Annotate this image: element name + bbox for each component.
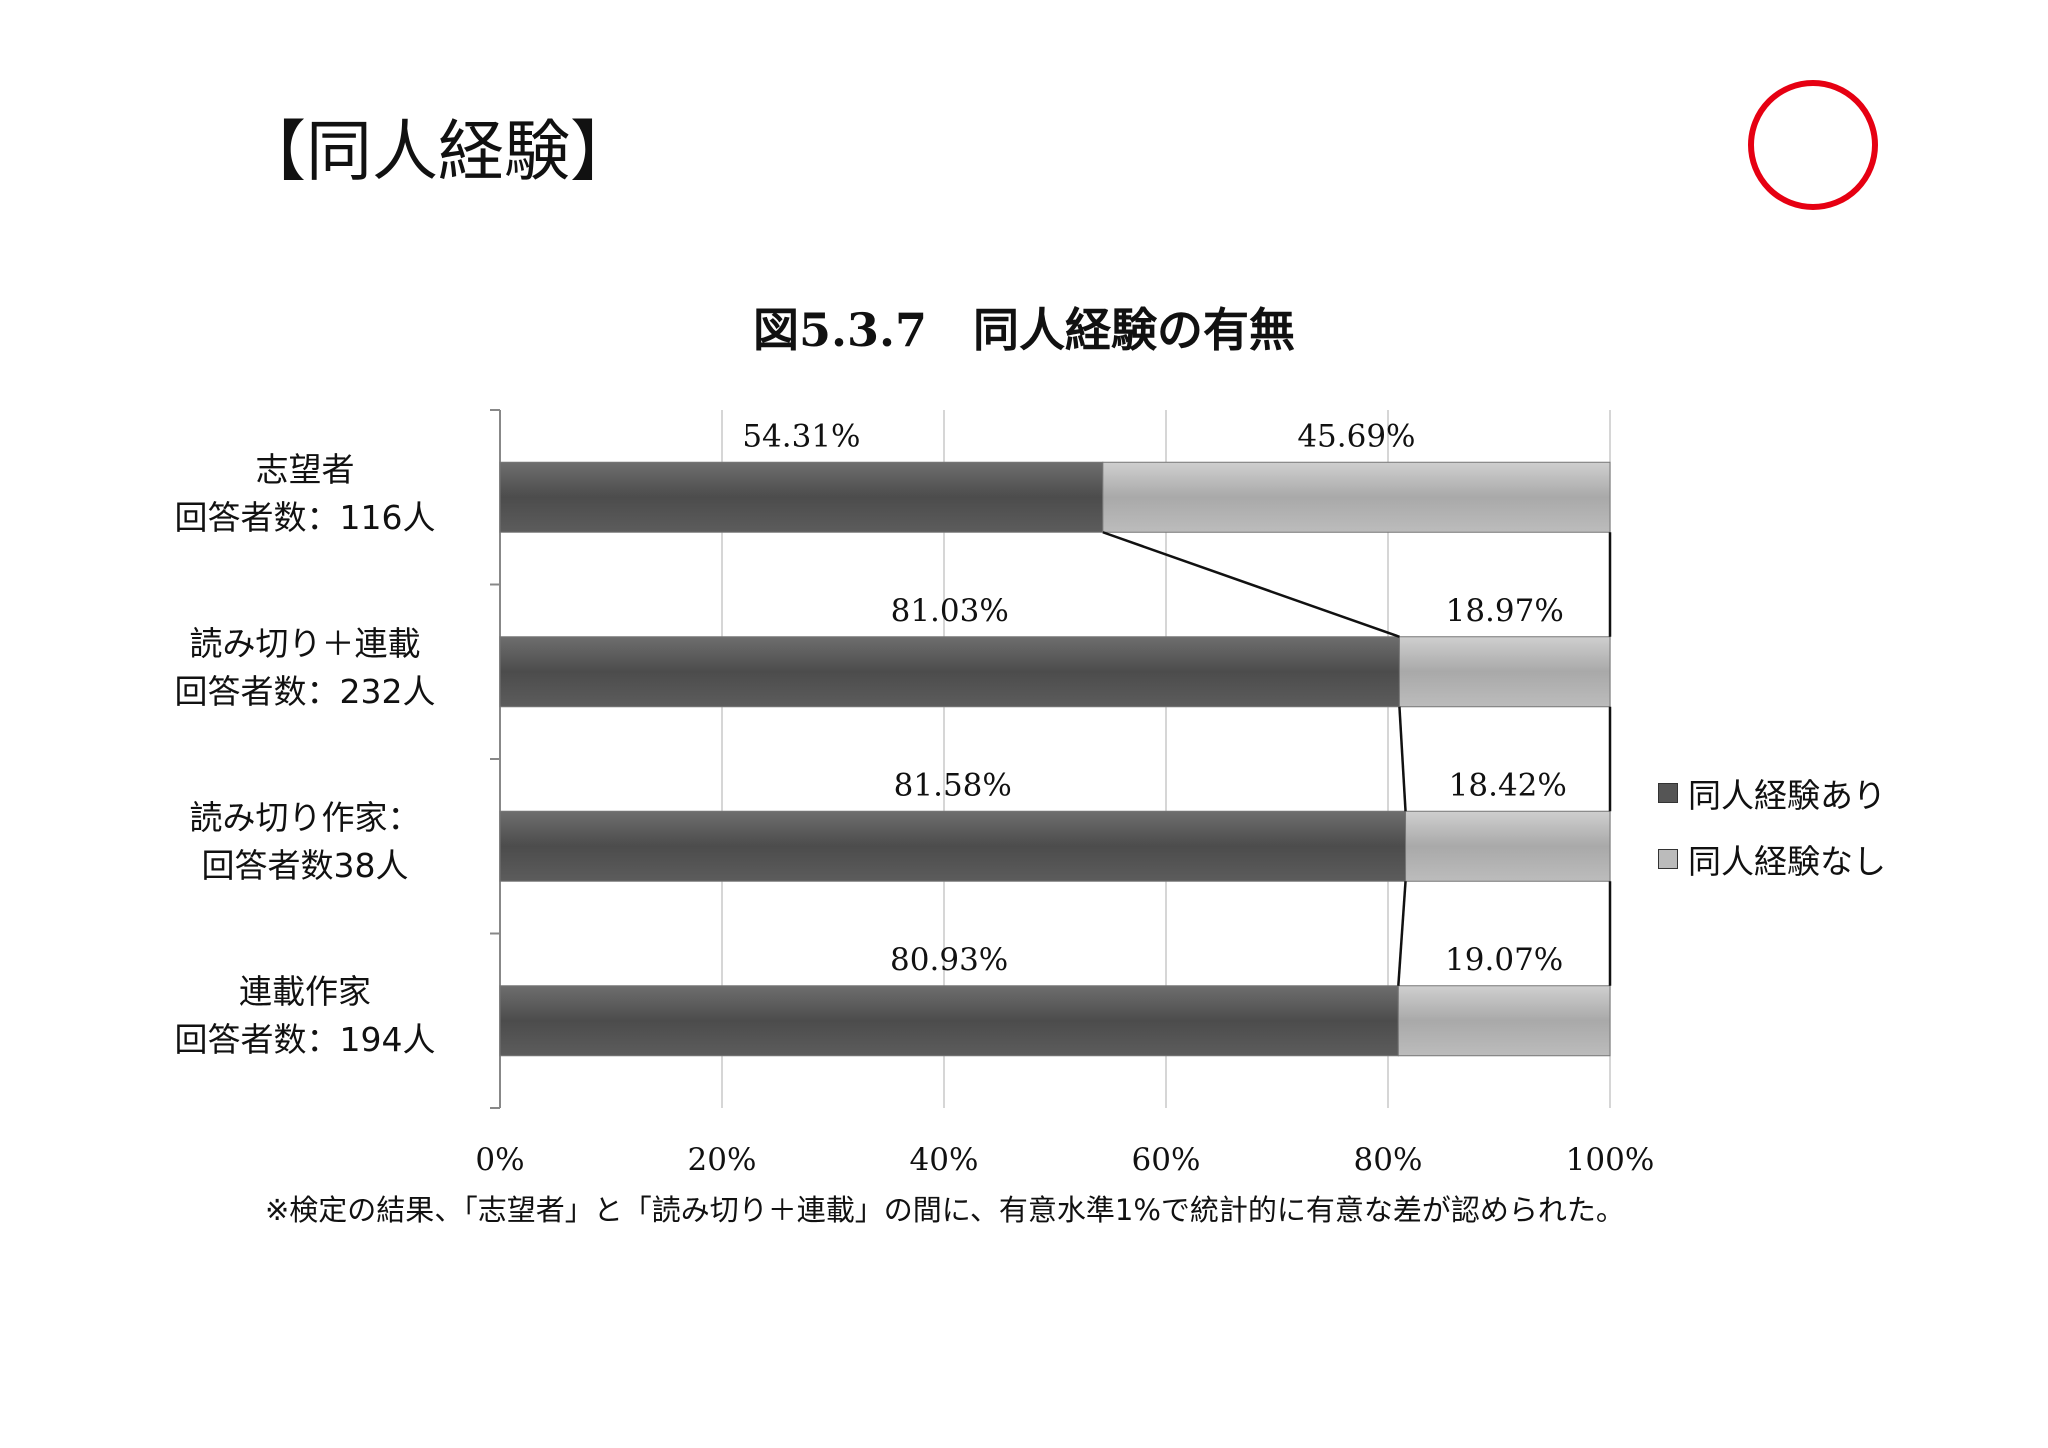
category-count: 回答者数：232人 [174,672,436,711]
bar-segment-yes [499,810,1407,882]
data-label: 81.58% [894,767,1012,803]
chart-title: 図5.3.7 同人経験の有無 [752,303,1296,357]
data-label: 19.07% [1445,942,1563,978]
bar-segment-yes [499,461,1104,533]
bar-segment-no [1398,636,1611,708]
x-tick-label: 20% [688,1142,757,1178]
category-label: 読み切り＋連載 回答者数：232人 [135,620,475,716]
x-tick-label: 80% [1354,1142,1423,1178]
bar-segment-no [1102,461,1611,533]
data-label: 45.69% [1297,418,1415,454]
category-count: 回答者数：116人 [174,498,436,537]
data-label: 18.42% [1449,767,1567,803]
legend-item-yes: 同人経験あり [1658,760,1886,826]
legend-label: 同人経験なし [1688,842,1886,881]
legend-swatch-no [1658,849,1678,869]
data-label: 18.97% [1446,593,1564,629]
legend-swatch-yes [1658,783,1678,803]
series-line [1102,531,1400,638]
category-count: 回答者数：194人 [174,1020,436,1059]
data-label: 81.03% [891,593,1009,629]
bars [499,461,1611,1057]
data-labels: 54.31% 45.69% 81.03% 18.97% 81.58% 18.42% 80.9… [742,418,1567,978]
category-name: 読み切り作家： [189,798,421,837]
bar-segment-yes [499,985,1399,1057]
legend-item-no: 同人経験なし [1658,826,1886,892]
data-label: 80.93% [890,942,1008,978]
x-tick-labels: 0% 20% 40% 60% 80% 100% [475,1142,1654,1178]
series-line [1397,881,1407,986]
bar-segment-no [1405,810,1611,882]
x-tick-label: 40% [910,1142,979,1178]
legend: 同人経験あり 同人経験なし [1658,760,1886,892]
x-tick-label: 60% [1132,1142,1201,1178]
footnote: ※検定の結果、「志望者」と「読み切り＋連載」の間に、有意水準1%で統計的に有意な… [265,1193,1625,1227]
x-tick-label: 100% [1566,1142,1655,1178]
legend-label: 同人経験あり [1688,776,1886,815]
series-lines [1102,531,1612,986]
category-label: 連載作家 回答者数：194人 [135,968,475,1064]
page-heading: 【同人経験】 [240,113,636,190]
bar-segment-yes [499,636,1400,708]
series-line [1398,706,1407,812]
category-name: 連載作家 [239,972,371,1011]
category-name: 読み切り＋連載 [189,624,421,663]
category-count: 回答者数38人 [201,846,409,885]
category-label: 読み切り作家： 回答者数38人 [135,794,475,890]
axes [490,409,501,1109]
category-name: 志望者 [255,450,355,489]
data-label: 54.31% [742,418,860,454]
red-circle-mark [1748,80,1878,210]
category-label: 志望者 回答者数：116人 [135,446,475,542]
bar-segment-no [1397,985,1611,1057]
x-tick-label: 0% [475,1142,524,1178]
